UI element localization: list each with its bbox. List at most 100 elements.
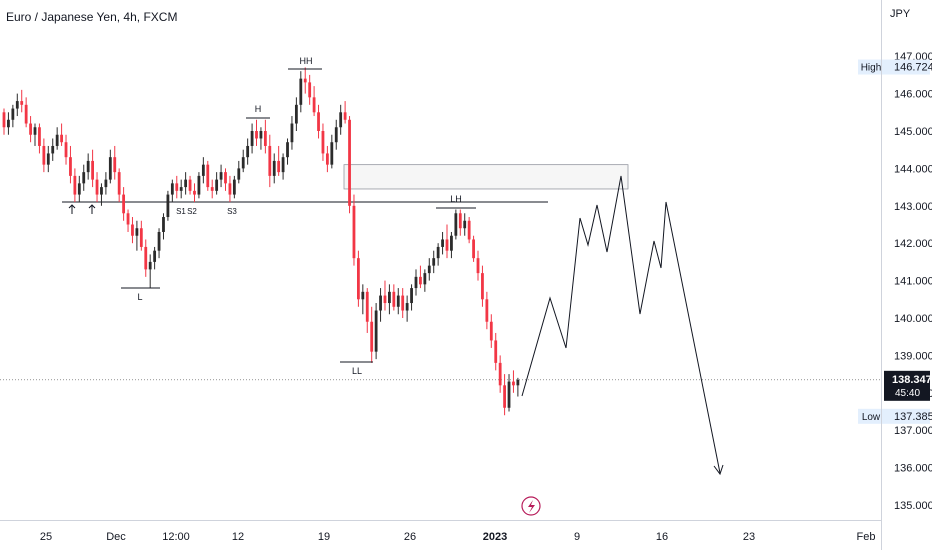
low-label: Low [862, 412, 881, 423]
candle-body [339, 112, 343, 128]
candle-body [281, 157, 285, 173]
candle-body [303, 78, 307, 83]
projection-path [521, 175, 721, 474]
candle-body [20, 101, 24, 105]
candle-body [95, 179, 99, 195]
y-tick-label: 139.000 [894, 350, 932, 362]
candle-body [388, 291, 391, 304]
x-tick-label: 26 [404, 531, 416, 543]
candle-body [188, 179, 192, 191]
candle-body [100, 187, 103, 195]
support-touch-label: S2 [187, 207, 197, 216]
candle-body [179, 187, 183, 191]
y-tick-label: 146.000 [894, 89, 932, 101]
candle-body [503, 385, 506, 408]
candle-body [157, 231, 161, 251]
candle-body [60, 134, 63, 143]
x-tick-label: 9 [574, 531, 580, 543]
candle-body [170, 183, 174, 195]
candle-body [122, 194, 126, 214]
candle-body [489, 321, 493, 341]
y-tick-label: 135.000 [894, 500, 932, 512]
candle-body [294, 104, 298, 124]
x-tick-label: 23 [743, 531, 755, 543]
candle-body [414, 276, 418, 289]
candle-body [272, 160, 276, 176]
x-tick-label: 12 [232, 531, 244, 543]
candle-body [197, 175, 201, 195]
lightning-icon [528, 500, 535, 513]
candle-body [148, 261, 152, 270]
support-touch-label: S3 [227, 207, 237, 216]
candle-body [334, 127, 338, 143]
candle-body [370, 321, 374, 352]
candle-body [348, 119, 351, 206]
candle-body [436, 246, 440, 259]
candle-body [361, 291, 365, 300]
candle-body [86, 160, 90, 173]
candle-body [321, 131, 325, 154]
candle-body [237, 168, 241, 180]
candle-body [317, 112, 320, 131]
candle-body [82, 172, 86, 184]
candle-body [441, 239, 444, 247]
candle-body [51, 145, 55, 154]
y-tick-label: 137.000 [894, 425, 932, 437]
candle-body [365, 291, 369, 322]
support-touch-label: S1 [176, 207, 186, 216]
candle-body [507, 381, 511, 408]
last-price-tag [884, 370, 930, 401]
candle-body [175, 183, 179, 191]
candle-body [77, 183, 81, 195]
candle-body [29, 123, 32, 135]
candle-body [135, 228, 139, 236]
candle-body [343, 112, 347, 120]
candle-body [259, 131, 263, 139]
candle-body [2, 112, 6, 128]
candle-body [73, 175, 77, 195]
candle-body [312, 97, 316, 113]
candle-body [255, 131, 258, 139]
y-tick-label: 142.000 [894, 238, 932, 250]
candle-body [419, 276, 422, 285]
candle-body [91, 160, 94, 180]
candle-body [15, 101, 19, 109]
candle-body [224, 172, 227, 184]
candle-body [494, 340, 498, 363]
candle-body [463, 220, 467, 229]
candle-body [481, 273, 484, 300]
candle-body [162, 217, 165, 232]
x-tick-label: 16 [656, 531, 668, 543]
price-axis-divider [881, 0, 882, 550]
candle-body [42, 145, 46, 165]
candle-body [512, 381, 515, 386]
candle-body [516, 379, 520, 386]
candle-body [277, 160, 281, 173]
candle-body [55, 134, 59, 146]
candle-body [352, 205, 356, 259]
time-axis-divider [0, 520, 881, 521]
y-tick-label: 141.000 [894, 276, 932, 288]
candle-body [330, 142, 334, 165]
currency-label: JPY [890, 8, 911, 20]
candle-body [485, 299, 489, 322]
y-tick-label: 145.000 [894, 126, 932, 138]
candle-body [472, 239, 475, 259]
candle-body [113, 157, 117, 173]
y-tick-label: 140.000 [894, 313, 932, 325]
candle-body [246, 145, 250, 158]
up-arrow-icon [88, 204, 96, 214]
candle-body [166, 194, 170, 218]
candle-body [445, 239, 449, 251]
low-label-bg [858, 408, 884, 424]
candle-body [325, 153, 329, 165]
candle-body [144, 246, 148, 270]
candle-body [117, 172, 121, 195]
chart-title: Euro / Japanese Yen, 4h, FXCM [6, 10, 178, 24]
candle-body [153, 250, 157, 262]
high-value: 146.724 [894, 62, 932, 74]
candle-body [126, 213, 130, 225]
high-label: High [861, 63, 882, 74]
x-tick-label: 25 [40, 531, 52, 543]
